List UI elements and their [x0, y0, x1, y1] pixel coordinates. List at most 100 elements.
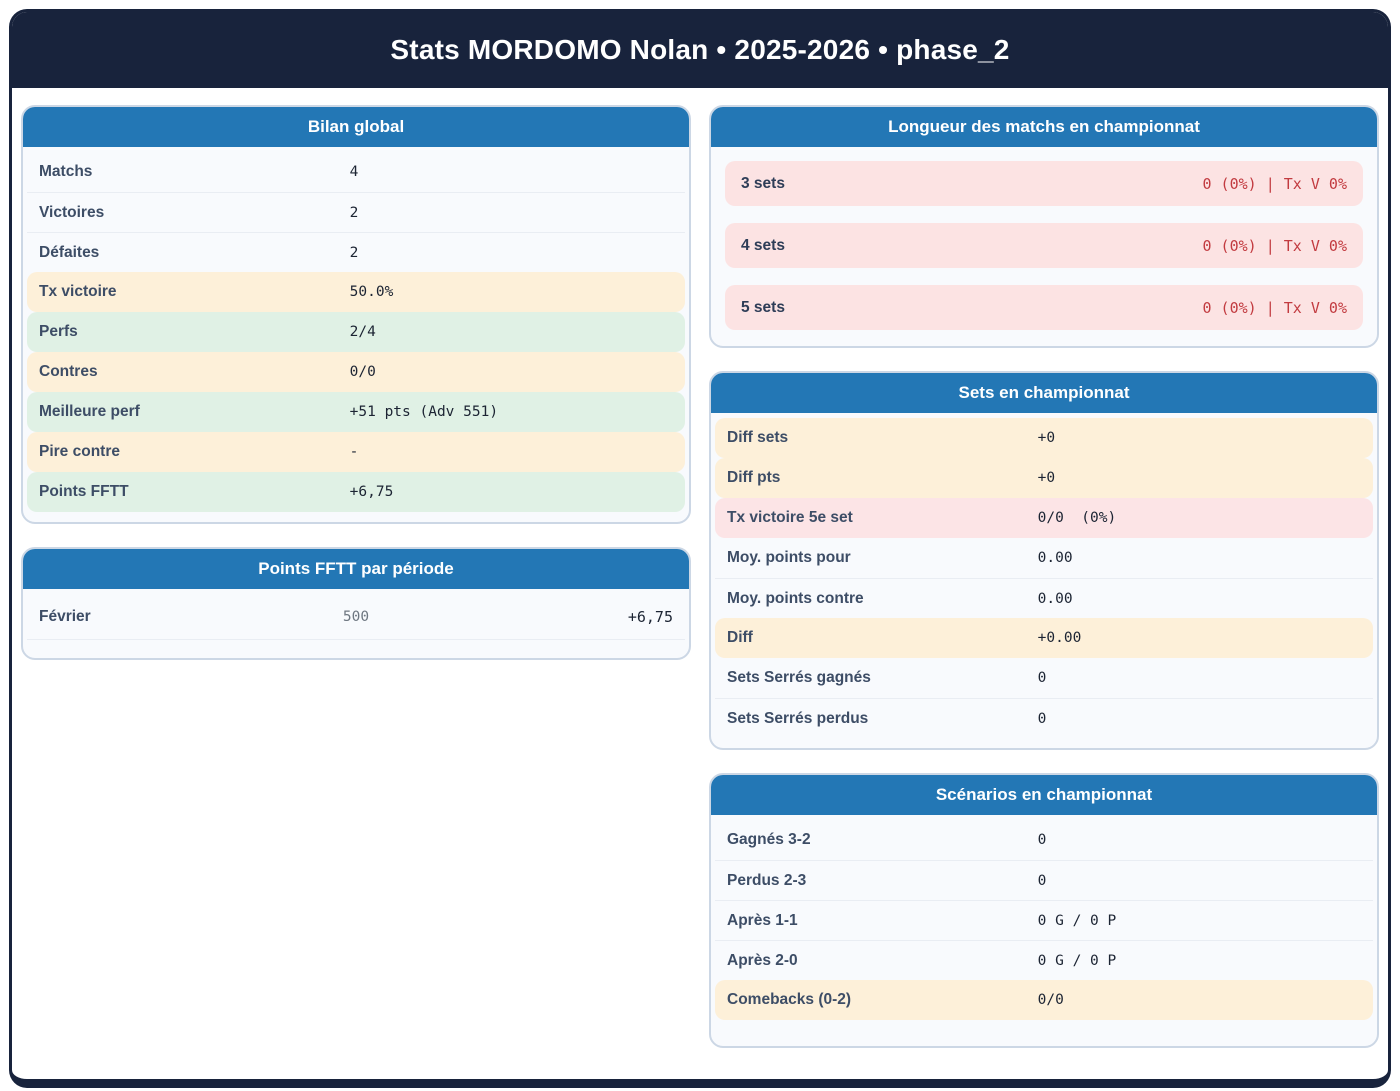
sets-count-label: 4 sets [741, 236, 785, 254]
stat-label: Moy. points pour [727, 549, 851, 566]
stat-value: 0 [1037, 670, 1047, 686]
table-row: Perdus 2-3 0 [715, 860, 1373, 900]
card-longueur-matchs-body: 3 sets 0 (0%) | Tx V 0% 4 sets 0 (0%) | … [711, 147, 1377, 346]
stat-value: - [349, 444, 359, 460]
stat-label: Matchs [39, 163, 93, 180]
table-row: Tx victoire 5e set 0/0 (0%) [715, 498, 1373, 538]
stat-label: Contres [39, 363, 98, 380]
stat-label: Moy. points contre [727, 589, 864, 607]
period-rating: 500 [342, 608, 370, 625]
sets-count-value: 0 (0%) | Tx V 0% [1202, 298, 1348, 317]
stat-value: +0 [1037, 470, 1056, 486]
stat-value: 0 [1037, 872, 1047, 889]
stat-value: 2 [349, 204, 359, 221]
stat-label: Sets Serrés gagnés [727, 669, 871, 686]
period-label: Février [39, 607, 91, 625]
left-column: Bilan global Matchs 4 Victoires 2 Défait… [21, 105, 691, 660]
stat-value: 2 [349, 244, 359, 261]
stat-label: Après 1-1 [727, 911, 798, 929]
table-row: Diff sets +0 [715, 418, 1373, 458]
app-header: Stats MORDOMO Nolan • 2025-2026 • phase_… [12, 12, 1388, 88]
table-row: Sets Serrés gagnés 0 [715, 658, 1373, 698]
table-row: Diff pts +0 [715, 458, 1373, 498]
table-row: Gagnés 3-2 0 [715, 820, 1373, 860]
stat-label: Tx victoire [39, 283, 117, 300]
card-scenarios-title: Scénarios en championnat [711, 775, 1377, 815]
stat-label: Après 2-0 [727, 951, 798, 969]
stat-value: 0.00 [1037, 550, 1073, 566]
table-row: Tx victoire 50.0% [27, 272, 685, 312]
stat-value: 2/4 [349, 324, 376, 340]
stat-label: Meilleure perf [39, 403, 140, 420]
page-frame: Stats MORDOMO Nolan • 2025-2026 • phase_… [9, 9, 1391, 1088]
stat-value: +6,75 [349, 484, 394, 500]
sets-count-label: 5 sets [741, 298, 785, 316]
table-row: Moy. points pour 0.00 [715, 538, 1373, 578]
stat-value: 0 G / 0 P [1037, 952, 1117, 969]
stat-label: Perdus 2-3 [727, 871, 807, 889]
stat-value: 0 [1037, 710, 1047, 727]
sets-count-value: 0 (0%) | Tx V 0% [1202, 174, 1348, 193]
stat-label: Défaites [39, 243, 100, 261]
right-column: Longueur des matchs en championnat 3 set… [709, 105, 1379, 1048]
stat-label: Pire contre [39, 443, 120, 460]
page-title: Stats MORDOMO Nolan • 2025-2026 • phase_… [390, 34, 1010, 65]
stat-value: 0.00 [1037, 590, 1073, 607]
stat-label: Sets Serrés perdus [727, 709, 869, 727]
card-bilan-global-body: Matchs 4 Victoires 2 Défaites 2 Tx victo… [23, 147, 689, 522]
stat-value: 0/0 [349, 364, 376, 380]
table-row: Défaites 2 [27, 232, 685, 272]
content: Bilan global Matchs 4 Victoires 2 Défait… [12, 88, 1388, 1065]
table-row: Sets Serrés perdus 0 [715, 698, 1373, 738]
sets-count-value: 0 (0%) | Tx V 0% [1202, 236, 1348, 255]
table-row: Après 1-1 0 G / 0 P [715, 900, 1373, 940]
card-sets-championnat-title: Sets en championnat [711, 373, 1377, 413]
table-row: Moy. points contre 0.00 [715, 578, 1373, 618]
stat-label: Points FFTT [39, 483, 129, 500]
card-points-periode-body: Février 500 +6,75 [23, 589, 689, 658]
stat-value: +0 [1037, 430, 1056, 446]
stat-label: Tx victoire 5e set [727, 509, 853, 526]
sets-count-label: 3 sets [741, 174, 785, 192]
stat-label: Comebacks (0-2) [727, 991, 852, 1008]
stat-value: +51 pts (Adv 551) [349, 404, 499, 420]
table-row: 4 sets 0 (0%) | Tx V 0% [725, 223, 1363, 268]
table-row: Diff +0.00 [715, 618, 1373, 658]
table-row: Contres 0/0 [27, 352, 685, 392]
stat-label: Diff sets [727, 429, 789, 446]
card-scenarios: Scénarios en championnat Gagnés 3-2 0 Pe… [709, 773, 1379, 1048]
card-sets-championnat-body: Diff sets +0 Diff pts +0 Tx victoire 5e … [711, 413, 1377, 748]
stat-value: +0.00 [1037, 630, 1082, 646]
card-sets-championnat: Sets en championnat Diff sets +0 Diff pt… [709, 371, 1379, 750]
card-scenarios-body: Gagnés 3-2 0 Perdus 2-3 0 Après 1-1 0 G … [711, 815, 1377, 1046]
card-bilan-global: Bilan global Matchs 4 Victoires 2 Défait… [21, 105, 691, 524]
table-row: Après 2-0 0 G / 0 P [715, 940, 1373, 980]
stat-value: 0/0 [1037, 992, 1064, 1008]
stat-label: Gagnés 3-2 [727, 831, 811, 848]
table-row: Points FFTT +6,75 [27, 472, 685, 512]
stat-label: Perfs [39, 323, 78, 340]
card-points-periode: Points FFTT par période Février 500 +6,7… [21, 547, 691, 660]
stat-label: Diff [727, 629, 753, 646]
period-points: +6,75 [627, 607, 673, 626]
stat-value: 50.0% [349, 284, 394, 300]
stat-value: 0 [1037, 832, 1047, 848]
table-row: Perfs 2/4 [27, 312, 685, 352]
card-bilan-global-title: Bilan global [23, 107, 689, 147]
stat-value: 0/0 (0%) [1037, 510, 1117, 526]
table-row: 5 sets 0 (0%) | Tx V 0% [725, 285, 1363, 330]
card-longueur-matchs-title: Longueur des matchs en championnat [711, 107, 1377, 147]
table-row: Meilleure perf +51 pts (Adv 551) [27, 392, 685, 432]
card-points-periode-title: Points FFTT par période [23, 549, 689, 589]
table-row: 3 sets 0 (0%) | Tx V 0% [725, 161, 1363, 206]
stat-value: 0 G / 0 P [1037, 912, 1117, 929]
card-longueur-matchs: Longueur des matchs en championnat 3 set… [709, 105, 1379, 348]
table-row: Matchs 4 [27, 152, 685, 192]
stat-label: Victoires [39, 203, 105, 221]
table-row: Victoires 2 [27, 192, 685, 232]
table-row: Février 500 +6,75 [27, 594, 685, 640]
table-row: Pire contre - [27, 432, 685, 472]
table-row: Comebacks (0-2) 0/0 [715, 980, 1373, 1020]
stat-value: 4 [349, 164, 359, 180]
stat-label: Diff pts [727, 469, 781, 486]
